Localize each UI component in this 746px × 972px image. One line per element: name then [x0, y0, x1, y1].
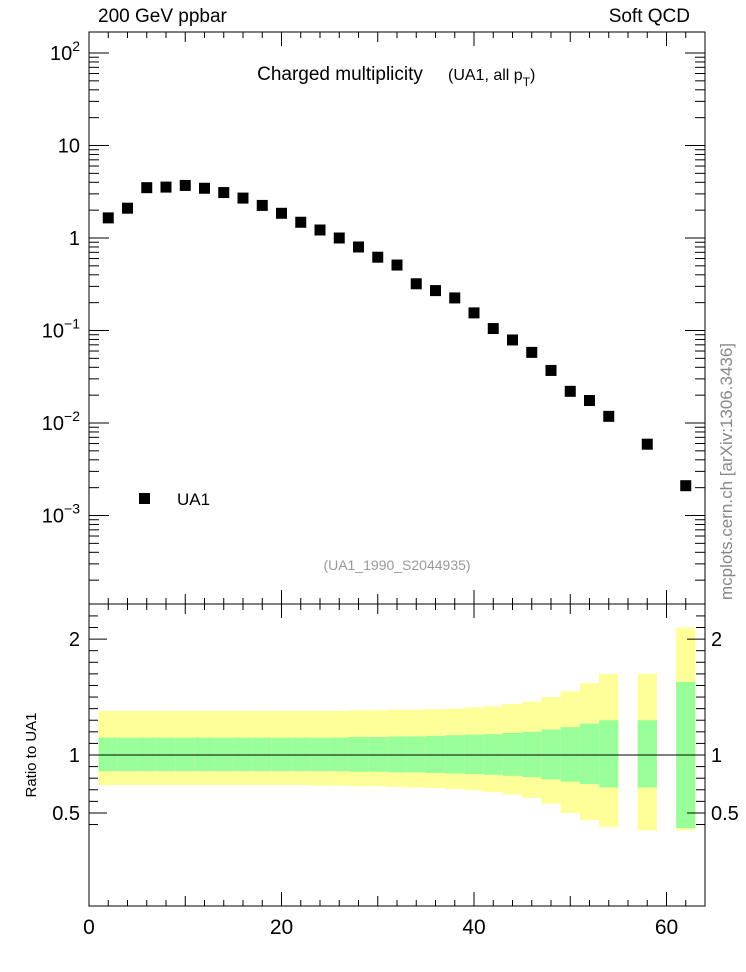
- x-tick-label: 20: [270, 916, 293, 939]
- data-point: [564, 385, 576, 397]
- chart-title-note-close: ): [530, 67, 535, 84]
- x-tick-label: 40: [462, 916, 485, 939]
- ratio-uncertainty-bands: [98, 627, 696, 831]
- ratio-inner-band: [483, 734, 503, 775]
- data-point: [160, 181, 172, 193]
- main-data-points: [102, 179, 692, 492]
- ratio-inner-band: [579, 723, 600, 784]
- ratio-y-tick-label: 1: [69, 745, 80, 767]
- ratio-inner-band: [233, 737, 253, 772]
- ratio-y-tick-label-right: 0.5: [711, 803, 739, 825]
- header-left-label: 200 GeV ppbar: [98, 6, 227, 27]
- data-point: [468, 307, 480, 319]
- data-point: [199, 182, 210, 194]
- y-tick-label: 1: [69, 228, 80, 250]
- ratio-y-tick-label-right: 1: [711, 745, 722, 767]
- ratio-inner-band: [522, 731, 542, 778]
- ratio-inner-band: [406, 736, 426, 773]
- data-point: [603, 410, 615, 422]
- data-point: [314, 224, 326, 236]
- header-right-label: Soft QCD: [608, 6, 690, 27]
- ratio-inner-band: [175, 737, 195, 772]
- ratio-inner-band: [156, 737, 176, 772]
- ratio-inner-band: [291, 737, 311, 772]
- ratio-inner-band: [560, 727, 580, 782]
- data-point: [276, 207, 287, 219]
- ratio-inner-band: [310, 737, 330, 772]
- ratio-inner-band: [502, 732, 523, 776]
- chart-title-note-sub: T: [523, 75, 531, 89]
- ratio-y-tick-label-right: 2: [711, 629, 722, 651]
- data-point: [237, 192, 249, 204]
- data-point: [449, 292, 461, 304]
- data-point: [256, 199, 268, 211]
- chart-title-note-main: (UA1, all p: [448, 67, 523, 84]
- ratio-inner-band: [445, 735, 465, 774]
- chart-title: Charged multiplicity: [257, 64, 423, 85]
- ratio-inner-band: [599, 720, 619, 788]
- ratio-y-axis-title: Ratio to UA1: [23, 712, 40, 797]
- analysis-label: (UA1_1990_S2044935): [323, 557, 470, 573]
- main-plot-frame: [88, 31, 706, 605]
- data-point: [680, 480, 692, 492]
- data-point: [372, 251, 384, 263]
- main-y-axis-labels: 102 10 1 10−1 10−2 10−3: [42, 38, 80, 528]
- ratio-inner-band: [137, 737, 157, 772]
- ratio-inner-band: [425, 735, 446, 773]
- ratio-y-axis-labels: 2 2 1 1 0.5 0.5: [52, 629, 739, 825]
- data-point: [507, 334, 518, 346]
- y-tick-label: 10−1: [42, 316, 80, 343]
- data-point: [641, 438, 653, 450]
- ratio-inner-band: [464, 734, 484, 775]
- ratio-inner-band: [214, 737, 234, 772]
- chart-title-note: (UA1, all pT): [448, 67, 535, 89]
- data-point: [487, 323, 499, 335]
- ratio-inner-band: [117, 737, 138, 772]
- data-point: [122, 202, 133, 214]
- data-point: [295, 216, 307, 228]
- ratio-inner-band: [387, 736, 407, 773]
- ratio-inner-band: [271, 737, 292, 772]
- ratio-y-tick-label: 0.5: [52, 803, 80, 825]
- ratio-inner-band: [541, 729, 561, 780]
- ratio-inner-band: [98, 737, 118, 772]
- ratio-inner-band: [637, 720, 657, 788]
- ratio-inner-band: [368, 737, 388, 772]
- ratio-inner-band: [329, 737, 349, 772]
- x-tick-label: 60: [655, 916, 678, 939]
- y-tick-label: 102: [50, 38, 80, 65]
- data-point: [218, 187, 230, 199]
- ratio-axis-ticks: [88, 604, 706, 906]
- y-tick-label: 10−3: [42, 501, 80, 528]
- y-tick-label: 10−2: [42, 408, 80, 435]
- data-point: [353, 241, 364, 253]
- data-point: [410, 278, 422, 290]
- ratio-y-tick-label: 2: [69, 629, 80, 651]
- data-point: [333, 232, 345, 244]
- data-point: [584, 395, 595, 407]
- ratio-inner-band: [194, 737, 215, 772]
- data-point: [102, 212, 114, 224]
- legend-marker: [139, 493, 150, 504]
- ratio-plot-panel: 2 2 1 1 0.5 0.5 0 20 40 60 Ratio to UA1: [23, 603, 739, 939]
- main-y-axis-ticks: [88, 32, 706, 604]
- data-point: [430, 285, 441, 297]
- ratio-inner-band: [348, 737, 369, 772]
- data-point: [179, 179, 191, 191]
- data-point: [141, 182, 153, 194]
- y-tick-label: 10: [58, 136, 80, 158]
- ratio-plot-frame: [88, 603, 706, 907]
- x-tick-label: 0: [83, 916, 95, 939]
- data-point: [545, 364, 557, 376]
- data-point: [526, 346, 538, 358]
- data-point: [391, 259, 403, 271]
- ratio-inner-band: [252, 737, 272, 772]
- legend-label: UA1: [177, 490, 210, 509]
- x-axis-labels: 0 20 40 60: [83, 916, 678, 939]
